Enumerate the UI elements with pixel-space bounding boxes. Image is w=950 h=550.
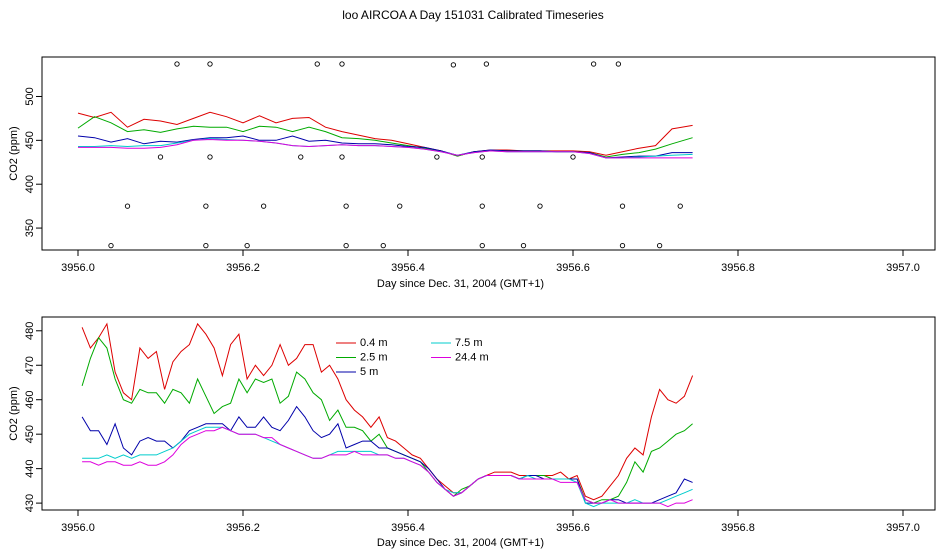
y-tick-label: 450 <box>24 425 36 443</box>
marker-group <box>108 61 683 249</box>
x-tick-label: 3956.2 <box>226 522 260 534</box>
x-tick-label: 3957.0 <box>886 262 920 274</box>
x-tick-label: 3956.0 <box>61 522 95 534</box>
y-axis-label: CO2 (ppm) <box>8 386 20 440</box>
data-marker <box>157 154 164 160</box>
x-tick-label: 3956.8 <box>721 262 755 274</box>
y-tick-label: 470 <box>24 356 36 374</box>
y-tick-label: 440 <box>24 459 36 477</box>
y-tick-label: 350 <box>24 219 36 237</box>
y-tick-label: 460 <box>24 391 36 409</box>
data-marker <box>244 242 250 249</box>
series-line-2 <box>77 135 693 159</box>
data-marker <box>590 61 597 67</box>
y-tick-label: 430 <box>24 494 36 512</box>
y-tick-label: 500 <box>24 87 36 105</box>
legend-label: 7.5 m <box>455 337 483 349</box>
x-tick-label: 3956.2 <box>226 262 260 274</box>
x-tick-label: 3956.4 <box>391 522 425 534</box>
data-marker <box>174 61 180 67</box>
y-axis-label: CO2 (ppm) <box>8 126 20 180</box>
data-marker <box>479 242 485 249</box>
data-marker <box>108 242 114 249</box>
series-line-7-5-m <box>82 426 693 508</box>
data-marker <box>677 203 683 209</box>
legend-label: 2.5 m <box>360 352 388 364</box>
series-line-4 <box>78 138 693 159</box>
x-tick-label: 3957.0 <box>886 522 920 534</box>
series-line-5-m <box>81 405 693 504</box>
plot-frame <box>41 316 936 511</box>
data-marker <box>343 242 349 249</box>
data-marker <box>207 61 213 67</box>
data-marker <box>339 61 345 67</box>
y-tick-label: 480 <box>24 322 36 340</box>
series-line-0-4-m <box>81 322 694 501</box>
legend: 0.4 m 2.5 m 5 m 7.5 m 24.4 m <box>336 337 489 378</box>
x-tick-label: 3956.4 <box>391 262 425 274</box>
legend-label: 5 m <box>360 366 378 378</box>
data-marker <box>124 203 131 209</box>
series-line-24-4-m <box>82 426 693 508</box>
data-marker <box>434 154 440 160</box>
top-timeseries-panel: 3956.0 3956.2 3956.4 3956.6 3956.8 3957.0 Day … <box>8 56 936 290</box>
legend-label: 24.4 m <box>455 352 489 364</box>
data-marker <box>656 242 663 249</box>
data-marker <box>314 61 320 67</box>
x-tick-label: 3956.0 <box>61 262 95 274</box>
x-tick-label: 3956.8 <box>721 522 755 534</box>
y-axis: 430 440 450 460 470 480 <box>24 322 42 512</box>
data-marker <box>483 61 490 67</box>
legend-label: 0.4 m <box>360 337 388 349</box>
x-axis-label: Day since Dec. 31, 2004 (GMT+1) <box>377 278 544 290</box>
data-marker <box>619 242 626 249</box>
x-axis: 3956.0 3956.2 3956.4 3956.6 3956.8 3957.0 <box>61 250 920 274</box>
data-marker <box>570 154 576 160</box>
data-marker <box>380 242 386 249</box>
data-marker <box>343 203 349 209</box>
data-marker <box>479 154 485 160</box>
data-marker <box>615 61 622 67</box>
data-marker <box>339 154 345 160</box>
y-tick-label: 450 <box>24 131 36 149</box>
data-marker <box>298 154 304 160</box>
x-tick-label: 3956.6 <box>556 522 590 534</box>
data-marker <box>203 242 209 249</box>
data-marker <box>207 154 213 160</box>
data-marker <box>260 203 267 209</box>
data-marker <box>619 203 626 209</box>
bottom-timeseries-panel: 3956.0 3956.2 3956.4 3956.6 3956.8 3957.0 Day … <box>8 316 936 549</box>
data-marker <box>537 203 543 209</box>
x-axis: 3956.0 3956.2 3956.4 3956.6 3956.8 3957.0 <box>61 510 920 534</box>
data-marker <box>520 242 527 249</box>
data-marker <box>203 203 209 209</box>
x-axis-label: Day since Dec. 31, 2004 (GMT+1) <box>377 537 544 549</box>
x-tick-label: 3956.6 <box>556 262 590 274</box>
data-marker <box>397 203 403 209</box>
y-axis: 350 400 450 500 <box>24 87 42 237</box>
figure-title: loo AIRCOA A Day 151031 Calibrated Times… <box>342 8 603 22</box>
series-line-0 <box>77 111 693 157</box>
plot-frame <box>41 56 936 251</box>
data-marker <box>450 62 457 68</box>
y-tick-label: 400 <box>24 175 36 193</box>
data-marker <box>479 203 485 209</box>
